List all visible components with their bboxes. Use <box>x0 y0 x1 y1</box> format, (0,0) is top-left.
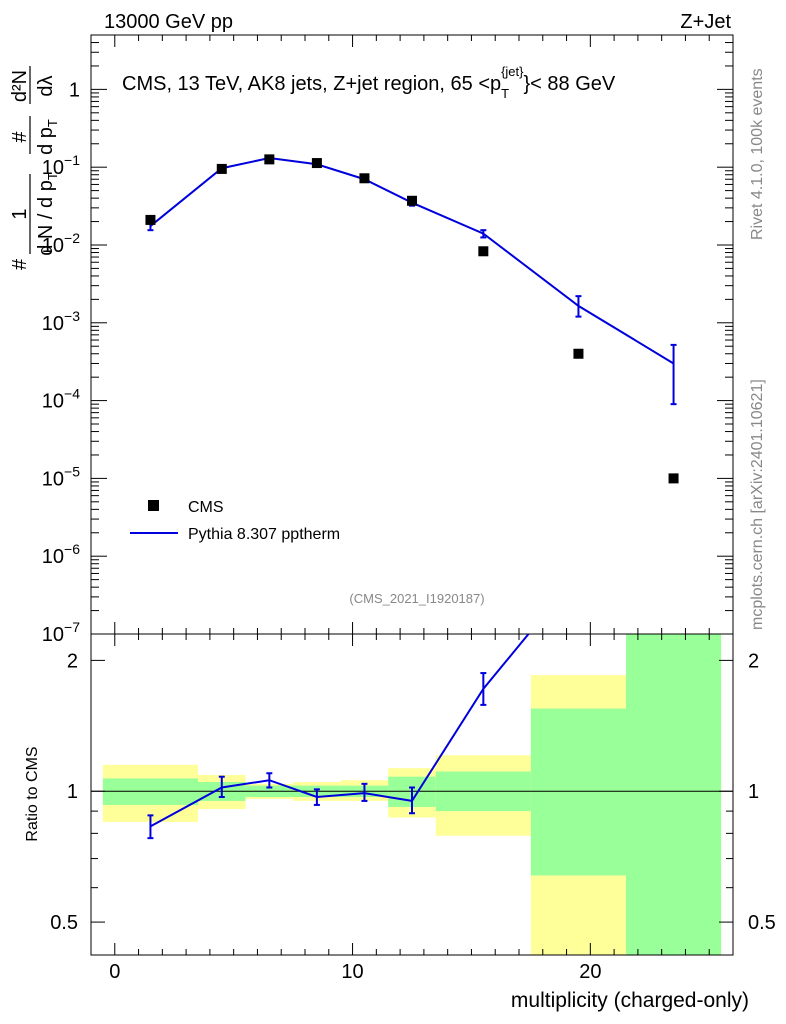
cms-point <box>216 163 227 174</box>
svg-text:d pT: d pT <box>35 119 60 155</box>
cms-point <box>668 473 679 484</box>
ratio-pythia-line <box>149 634 530 828</box>
header-right: Z+Jet <box>680 11 731 33</box>
ratio-y-tick-label: 1 <box>67 781 78 803</box>
y-tick-label: 10−2 <box>42 230 80 257</box>
ratio-y-tick-label-right: 2 <box>748 650 759 672</box>
ylabel-den1-sub: T <box>45 172 60 180</box>
ylabel-den2: d p <box>35 127 57 155</box>
mcplots-label: mcplots.cern.ch [arXiv:2401.10621] <box>749 379 766 630</box>
legend-label-pythia: Pythia 8.307 pptherm <box>188 526 340 543</box>
y-axis-label-ratio: Ratio to CMS <box>24 746 41 841</box>
ylabel-num2: # <box>9 131 31 143</box>
ratio-plot-frame <box>90 633 734 956</box>
band-inner-8 <box>626 634 722 955</box>
ratio-data-layer <box>91 634 733 840</box>
y-tick-label: 10−1 <box>42 152 80 179</box>
legend-marker-cms <box>148 500 159 511</box>
plot-title-sub: T <box>501 86 509 101</box>
y-tick-label: 10−7 <box>42 619 80 646</box>
ylabel-hash: # <box>9 258 31 270</box>
plot-title-tail: }< 88 GeV <box>524 73 616 95</box>
y-tick-label: 10−6 <box>42 541 80 568</box>
cms-point <box>359 173 370 184</box>
cms-point <box>264 154 275 165</box>
ratio-y-tick-label-right: 1 <box>748 781 759 803</box>
plot-title-main: CMS, 13 TeV, AK8 jets, Z+jet region, 65 … <box>122 73 501 95</box>
ylabel-den1: d N / d p <box>35 180 57 256</box>
svg-text:CMS, 13 TeV, AK8 jets, Z+jet r: CMS, 13 TeV, AK8 jets, Z+jet region, 65 … <box>122 64 616 101</box>
plot-title-sup: {jet} <box>501 64 524 79</box>
main-data-layer <box>145 154 679 484</box>
axes-layer: 0 10 20 1 10−1 10−2 10−3 10−4 10−5 10−6 10−7 0.5 0.5… <box>42 34 776 983</box>
y-tick-label: 10−4 <box>42 386 80 413</box>
header-left: 13000 GeV pp <box>104 11 233 33</box>
cms-point <box>145 214 156 225</box>
ratio-y-tick-label: 2 <box>67 650 78 672</box>
main-plot-frame <box>90 34 734 635</box>
ratio-y-tick-label: 0.5 <box>50 912 78 934</box>
ratio-y-tick-label-right: 0.5 <box>748 912 776 934</box>
legend-label-cms: CMS <box>188 499 224 516</box>
cms-point <box>478 246 489 257</box>
ylabel-num1: 1 <box>9 208 31 219</box>
rivet-version-label: Rivet 4.1.0, 100k events <box>749 68 766 240</box>
ylabel-den3: dλ <box>35 75 57 96</box>
cms-point <box>407 195 417 206</box>
x-axis-label: multiplicity (charged-only) <box>511 989 749 1012</box>
ylabel-den2-sub: T <box>45 119 60 127</box>
band-inner-7 <box>530 708 626 876</box>
y-tick-label: 10−3 <box>42 308 80 335</box>
cms-point <box>311 158 322 169</box>
x-tick-label: 20 <box>579 961 601 983</box>
plot-title: CMS, 13 TeV, AK8 jets, Z+jet region, 65 … <box>122 64 616 101</box>
y-tick-label: 1 <box>69 79 80 101</box>
svg-text:d N / d pT: d N / d pT <box>35 172 60 256</box>
cms-point <box>573 348 584 359</box>
y-axis-label-top: # 1 d N / d pT # d pT d²N dλ <box>9 66 60 270</box>
y-tick-label: 10−5 <box>42 463 80 490</box>
pythia-line <box>149 157 675 365</box>
legend: CMS Pythia 8.307 pptherm <box>130 499 340 543</box>
analysis-tag: (CMS_2021_I1920187) <box>349 591 484 606</box>
ylabel-num3: d²N <box>9 70 31 102</box>
x-tick-label: 10 <box>341 961 363 983</box>
x-tick-label: 0 <box>109 961 120 983</box>
